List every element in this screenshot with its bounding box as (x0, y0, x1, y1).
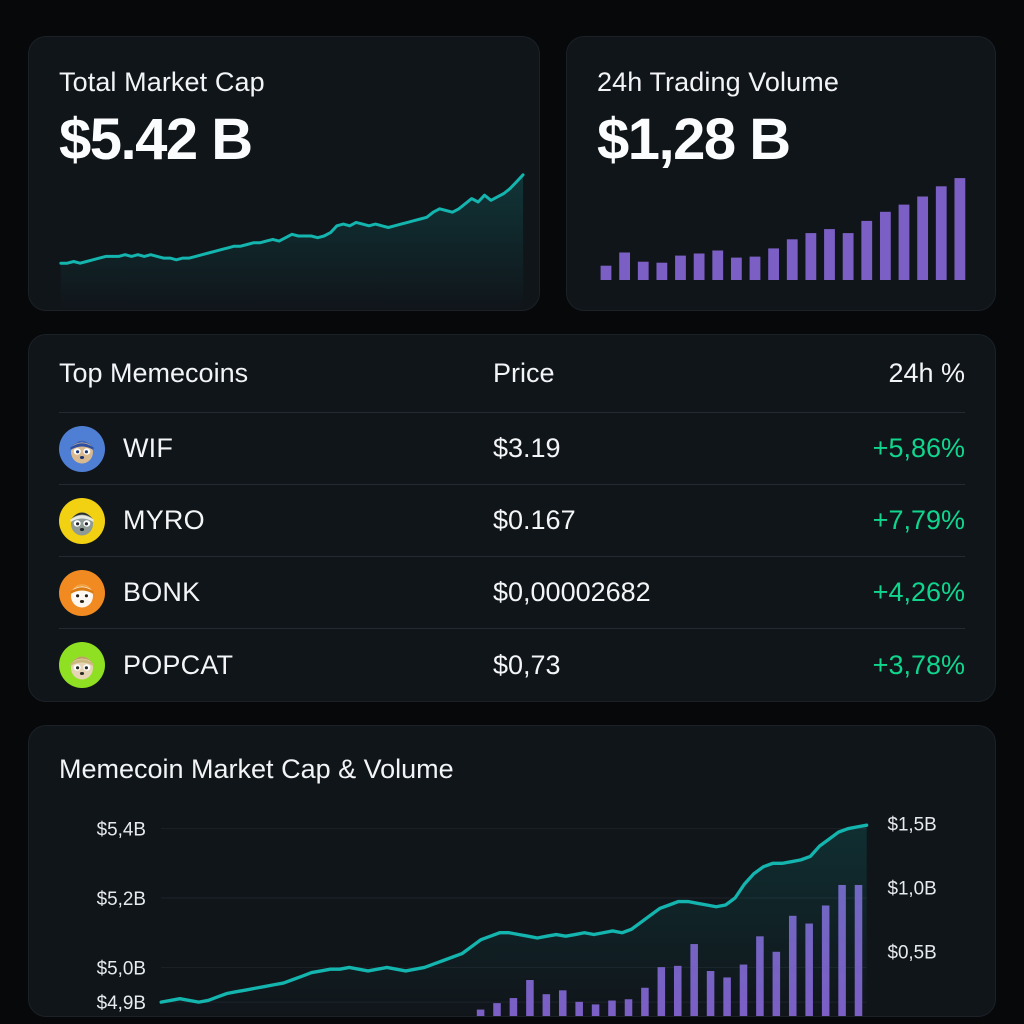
combo-chart-plot: $5,4B $5,2B $5,0B $4,9B $1,5B $1,0B $0,5B (29, 792, 995, 1016)
coin-cell: BONK (59, 569, 485, 616)
coin-change-24h: +5,86% (872, 433, 965, 463)
stat-value: $1,28 B (597, 107, 791, 172)
table-row[interactable]: MYRO $0.167 +7,79% (59, 485, 965, 557)
market-cap-line (159, 823, 869, 1004)
volume-bar (879, 211, 891, 280)
volume-bar (637, 261, 649, 280)
coin-price: $3.19 (493, 433, 561, 463)
coin-cell: WIF (59, 425, 485, 472)
volume-bar (898, 204, 910, 280)
volume-bar (712, 250, 724, 280)
market-cap-area (161, 825, 867, 1016)
memecoin-market-cap-volume-card: Memecoin Market Cap & Volume $5,4B $5,2B $… (28, 725, 996, 1017)
stat-card-total-market-cap[interactable]: Total Market Cap $5.42 B (28, 36, 540, 311)
coin-change-24h: +4,26% (872, 577, 965, 607)
coin-price: $0.167 (493, 505, 576, 535)
column-header-change: 24h % (888, 358, 965, 388)
y2-axis-tick-label: $1,5B (887, 813, 936, 836)
volume-bar (730, 257, 742, 280)
total-market-cap-sparkline (29, 160, 539, 310)
volume-bar (675, 255, 686, 280)
column-header-name: Top Memecoins (59, 358, 249, 388)
stat-title: Total Market Cap (59, 67, 265, 97)
popcat-coin-icon (59, 642, 105, 688)
myro-coin-icon (59, 497, 105, 544)
table-row[interactable]: POPCAT $0,73 +3,78% (59, 629, 965, 701)
coin-change-24h: +7,79% (872, 505, 965, 535)
volume-bar (600, 265, 612, 280)
volume-bar (935, 186, 947, 280)
y-axis-tick-label: $5,4B (97, 818, 146, 841)
volume-bar (656, 262, 668, 280)
top-memecoins-card: Top Memecoins Price 24h % WIF $3.19 +5,86%… (28, 334, 996, 702)
volume-bar (954, 178, 966, 280)
volume-bar (917, 196, 929, 280)
bonk-coin-icon (59, 569, 105, 616)
coin-cell: MYRO (59, 497, 485, 544)
volume-bar (824, 229, 835, 280)
stat-card-24h-trading-volume[interactable]: 24h Trading Volume $1,28 B (566, 36, 996, 311)
volume-bar (619, 252, 631, 280)
volume-bar (805, 233, 817, 280)
volume-bar (693, 253, 705, 280)
volume-bar (861, 220, 873, 280)
table-header: Top Memecoins Price 24h % (59, 335, 965, 413)
table-row[interactable]: BONK $0,00002682 +4,26% (59, 557, 965, 629)
24h-trading-volume-bars (567, 160, 995, 310)
volume-bar (768, 248, 780, 280)
volume-bar (786, 239, 798, 280)
coin-symbol: BONK (123, 577, 201, 607)
stat-value: $5.42 B (59, 107, 253, 172)
coin-symbol: WIF (123, 433, 174, 463)
table-body: WIF $3.19 +5,86% MYRO $0.167 +7,79% BONK $0,000… (59, 413, 965, 701)
column-header-price: Price (493, 358, 555, 388)
wif-coin-icon (59, 425, 105, 472)
volume-bar (842, 233, 854, 280)
chart-title: Memecoin Market Cap & Volume (59, 754, 454, 784)
y-axis-tick-label: $5,2B (97, 888, 146, 911)
stat-title: 24h Trading Volume (597, 67, 839, 97)
coin-change-24h: +3,78% (872, 649, 965, 680)
coin-symbol: MYRO (123, 505, 205, 535)
y-axis-tick-label: $4,9B (97, 992, 146, 1015)
coin-price: $0,00002682 (493, 577, 651, 607)
coin-cell: POPCAT (59, 642, 485, 688)
stats-row: Total Market Cap $5.42 B 24h Trading Vol… (28, 36, 996, 311)
y2-axis-tick-label: $1,0B (887, 877, 936, 900)
volume-bar (749, 256, 761, 280)
y2-axis-tick-label: $0,5B (887, 941, 936, 964)
coin-price: $0,73 (493, 649, 561, 680)
table-row[interactable]: WIF $3.19 +5,86% (59, 413, 965, 485)
y-axis-tick-label: $5,0B (97, 957, 146, 980)
coin-symbol: POPCAT (123, 649, 234, 680)
